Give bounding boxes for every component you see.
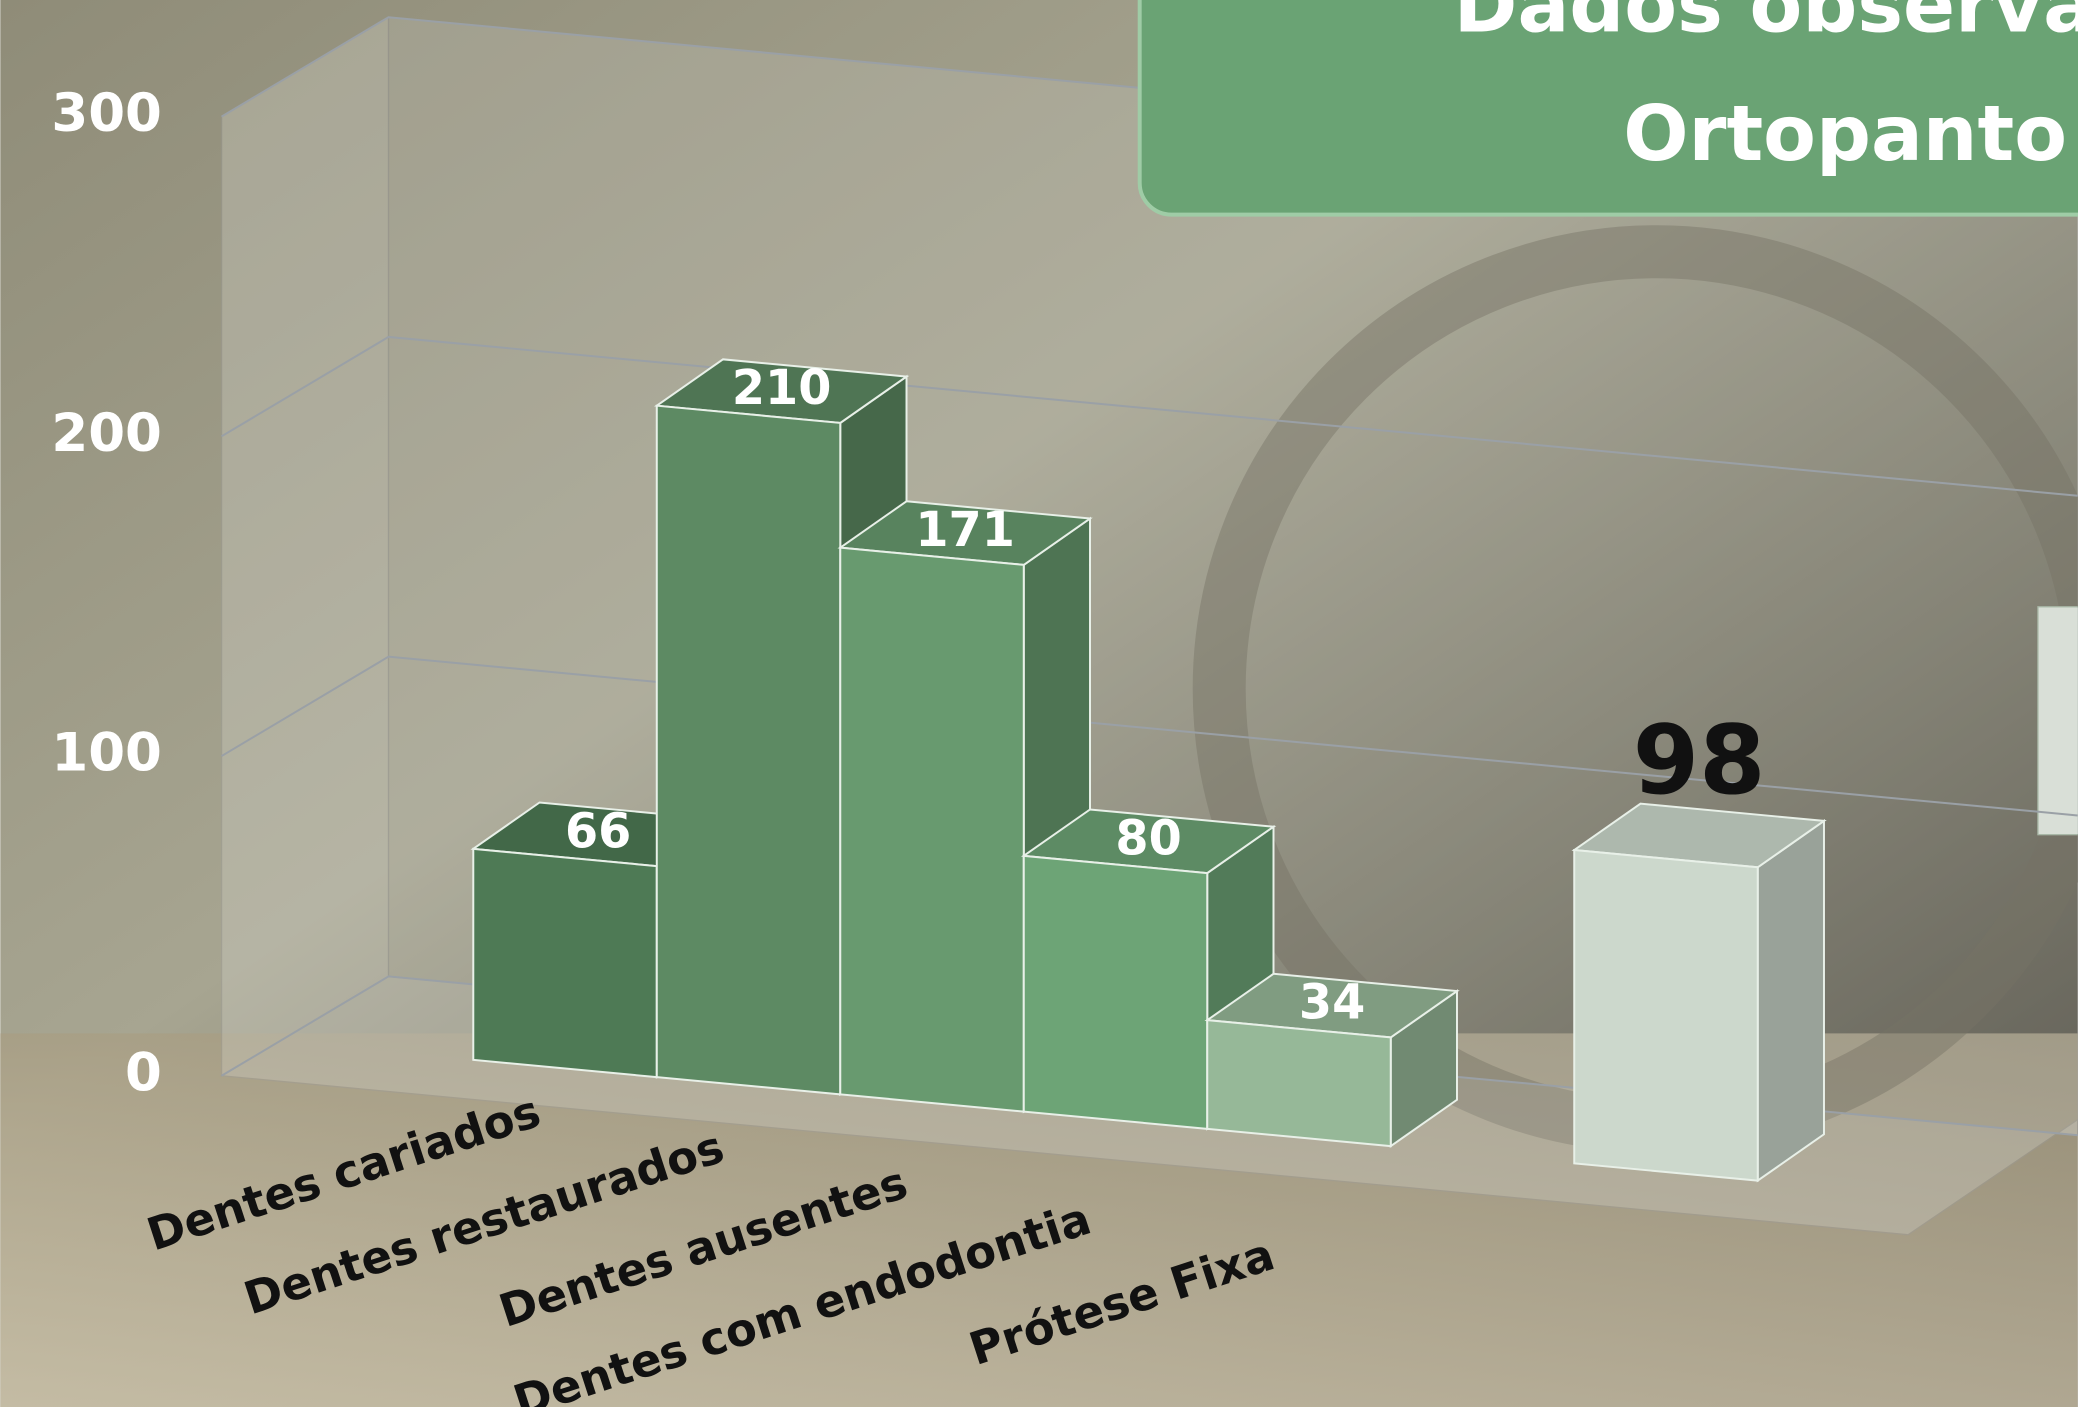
bar [1207,1020,1390,1146]
bar [473,849,656,1077]
y-tick-label: 0 [125,1042,162,1103]
bar-side [1758,821,1824,1181]
chart: 0100200300 66Dentes cariados210Dentes re… [0,0,2078,1407]
bar [840,548,1023,1112]
side-wall [222,17,389,1076]
value-label: 171 [915,503,1015,558]
value-label: 66 [565,804,631,859]
page: 0100200300 66Dentes cariados210Dentes re… [0,0,2078,1407]
bar [1024,856,1207,1129]
chart-title-line: Dados observa [1454,0,2078,51]
y-tick-label: 100 [51,723,162,784]
y-tick-label: 200 [51,403,162,464]
value-label: 210 [732,361,832,416]
value-label: 80 [1115,811,1181,866]
chart-title-line: Ortopanto [1623,90,2067,179]
value-label: 34 [1299,976,1365,1031]
bar [657,406,840,1095]
value-label: 98 [1633,705,1766,816]
y-tick-label: 300 [51,83,162,144]
bar [1574,850,1757,1181]
